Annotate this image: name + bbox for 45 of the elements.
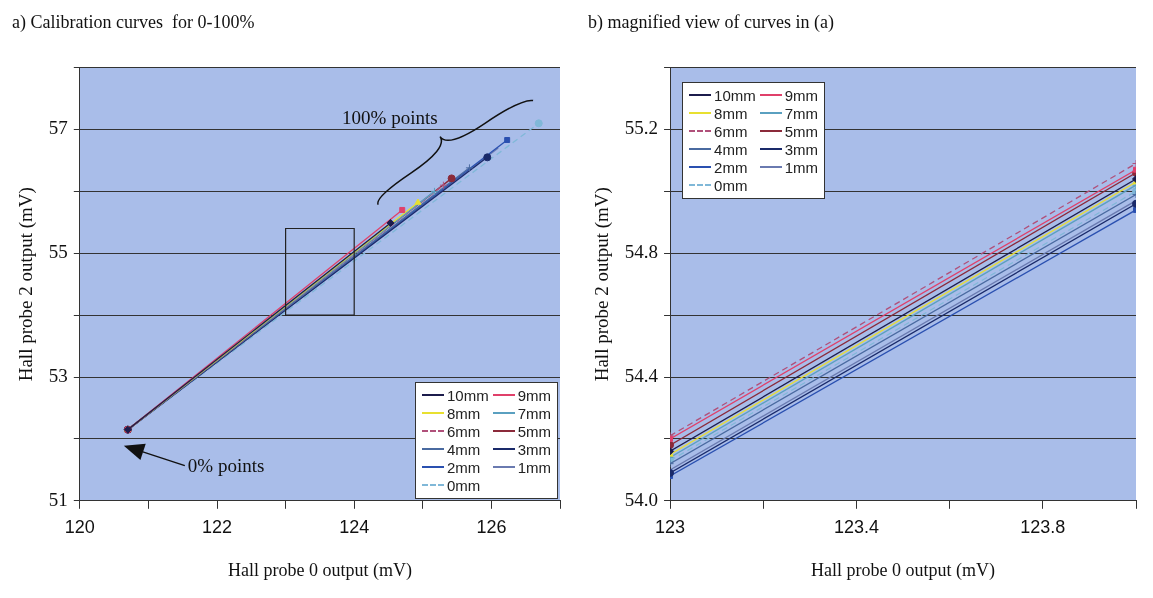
legend-label: 9mm <box>784 86 819 104</box>
legend-label: 0mm <box>446 476 481 494</box>
legend-label: 4mm <box>714 140 748 158</box>
legend-label: 10mm <box>714 86 756 104</box>
legend-label: 10mm <box>446 386 489 404</box>
annotation: 0% points <box>187 454 265 477</box>
legend-label: 7mm <box>517 404 551 422</box>
legend-label: 0mm <box>714 176 748 194</box>
y-axis-title: Hall probe 2 output (mV) <box>591 187 614 382</box>
legend-label: 3mm <box>784 140 819 158</box>
legend-label: 4mm <box>446 440 481 458</box>
x-axis-title: Hall probe 0 output (mV) <box>811 559 996 581</box>
legend-label: 8mm <box>446 404 481 422</box>
legend-label: 7mm <box>784 104 819 122</box>
legend-label: 5mm <box>517 422 551 440</box>
y-tick-label: 57 <box>48 117 68 139</box>
legend-label: 1mm <box>784 158 819 176</box>
annotation: 100% points <box>342 106 438 129</box>
legend-label: 9mm <box>517 386 551 404</box>
y-tick-label: 54.4 <box>624 365 659 387</box>
y-tick-label: 51 <box>48 488 68 510</box>
legend-label: 2mm <box>446 458 481 476</box>
y-tick-label: 55.2 <box>624 117 659 139</box>
x-tick-label: 123.8 <box>1020 516 1066 537</box>
x-tick-label: 124 <box>339 516 370 537</box>
legend-label: 8mm <box>714 104 748 122</box>
y-axis-title: Hall probe 2 output (mV) <box>15 187 38 382</box>
x-tick-label: 120 <box>64 516 95 537</box>
y-tick-label: 54.8 <box>624 241 659 263</box>
y-tick-label: 54.0 <box>624 488 659 510</box>
legend-label: 2mm <box>714 158 748 176</box>
chart-title: a) Calibration curves for 0-100% <box>12 11 255 33</box>
y-tick-label: 55 <box>48 241 68 263</box>
x-tick-label: 126 <box>476 516 507 537</box>
legend-label: 3mm <box>517 440 551 458</box>
y-tick-label: 53 <box>48 365 68 387</box>
x-tick-label: 122 <box>201 516 233 537</box>
x-axis-title: Hall probe 0 output (mV) <box>227 559 412 581</box>
chart-title: b) magnified view of curves in (a) <box>588 11 834 33</box>
legend-label: 1mm <box>517 458 551 476</box>
x-tick-label: 123.4 <box>833 516 879 537</box>
legend-label: 5mm <box>784 122 819 140</box>
legend-label: 6mm <box>714 122 748 140</box>
x-tick-label: 123 <box>655 516 686 537</box>
legend-label: 6mm <box>446 422 481 440</box>
